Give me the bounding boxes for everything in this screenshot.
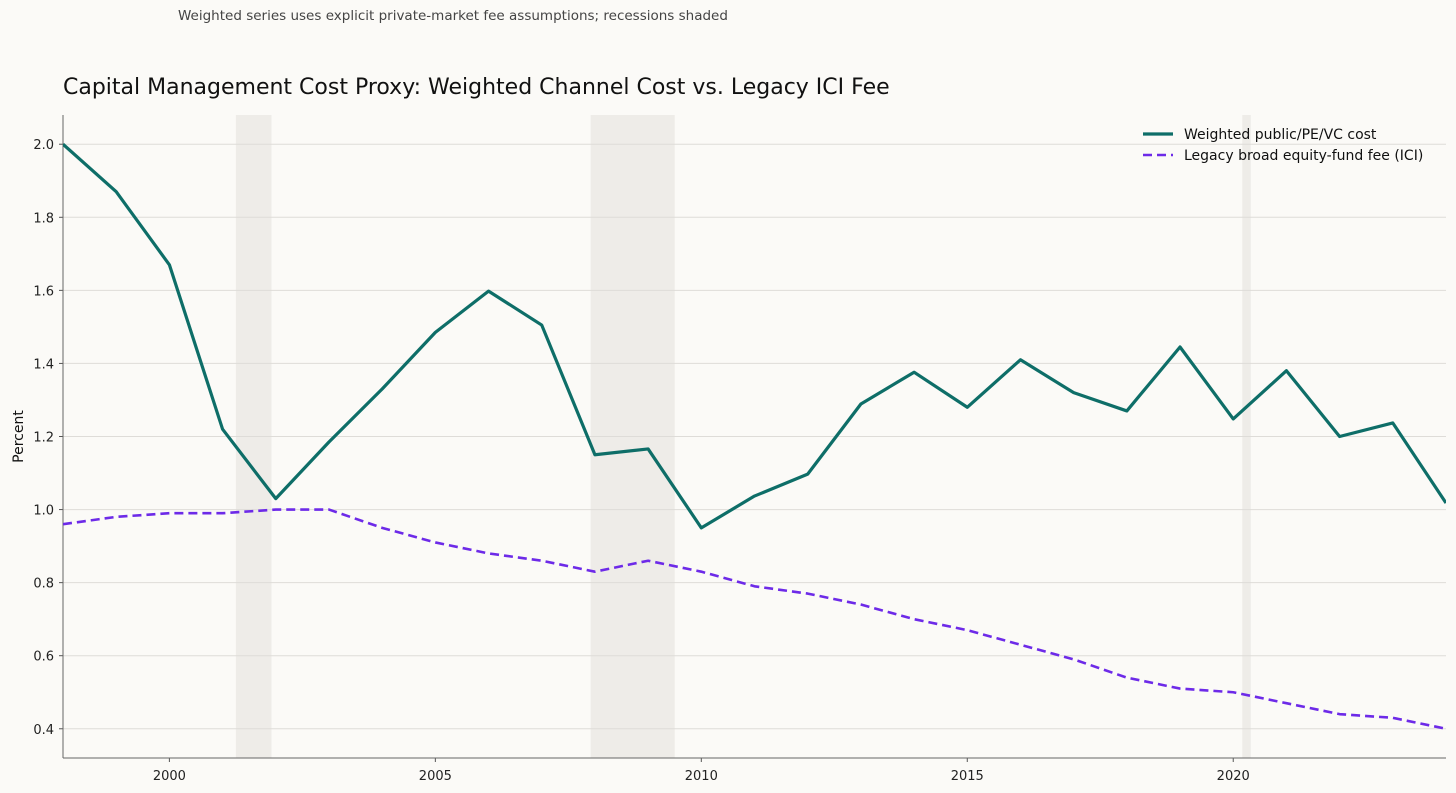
series-line-1 — [63, 508, 1446, 731]
y-axis-label: Percent — [11, 410, 27, 463]
y-tick-label: 1.0 — [33, 504, 54, 519]
y-tick-label: 1.2 — [33, 431, 54, 446]
y-tick-label: 2.0 — [33, 138, 54, 153]
x-tick-label: 2015 — [951, 769, 984, 784]
x-tick-label: 2020 — [1217, 769, 1250, 784]
x-tick-label: 2005 — [419, 769, 452, 784]
series-line-0 — [63, 143, 1446, 530]
y-tick-label: 0.6 — [33, 650, 54, 665]
y-tick-label: 1.6 — [33, 284, 54, 299]
y-tick-label: 0.4 — [33, 723, 54, 738]
x-tick-label: 2000 — [153, 769, 186, 784]
chart-title: Capital Management Cost Proxy: Weighted … — [63, 75, 890, 100]
chart-subtitle: Weighted series uses explicit private-ma… — [178, 8, 728, 24]
y-tick-label: 1.8 — [33, 211, 54, 226]
y-tick-label: 1.4 — [33, 357, 54, 372]
x-tick-label: 2010 — [685, 769, 718, 784]
legend-label-1: Legacy broad equity-fund fee (ICI) — [1184, 148, 1423, 164]
y-tick-label: 0.8 — [33, 577, 54, 592]
legend-label-0: Weighted public/PE/VC cost — [1184, 127, 1377, 143]
